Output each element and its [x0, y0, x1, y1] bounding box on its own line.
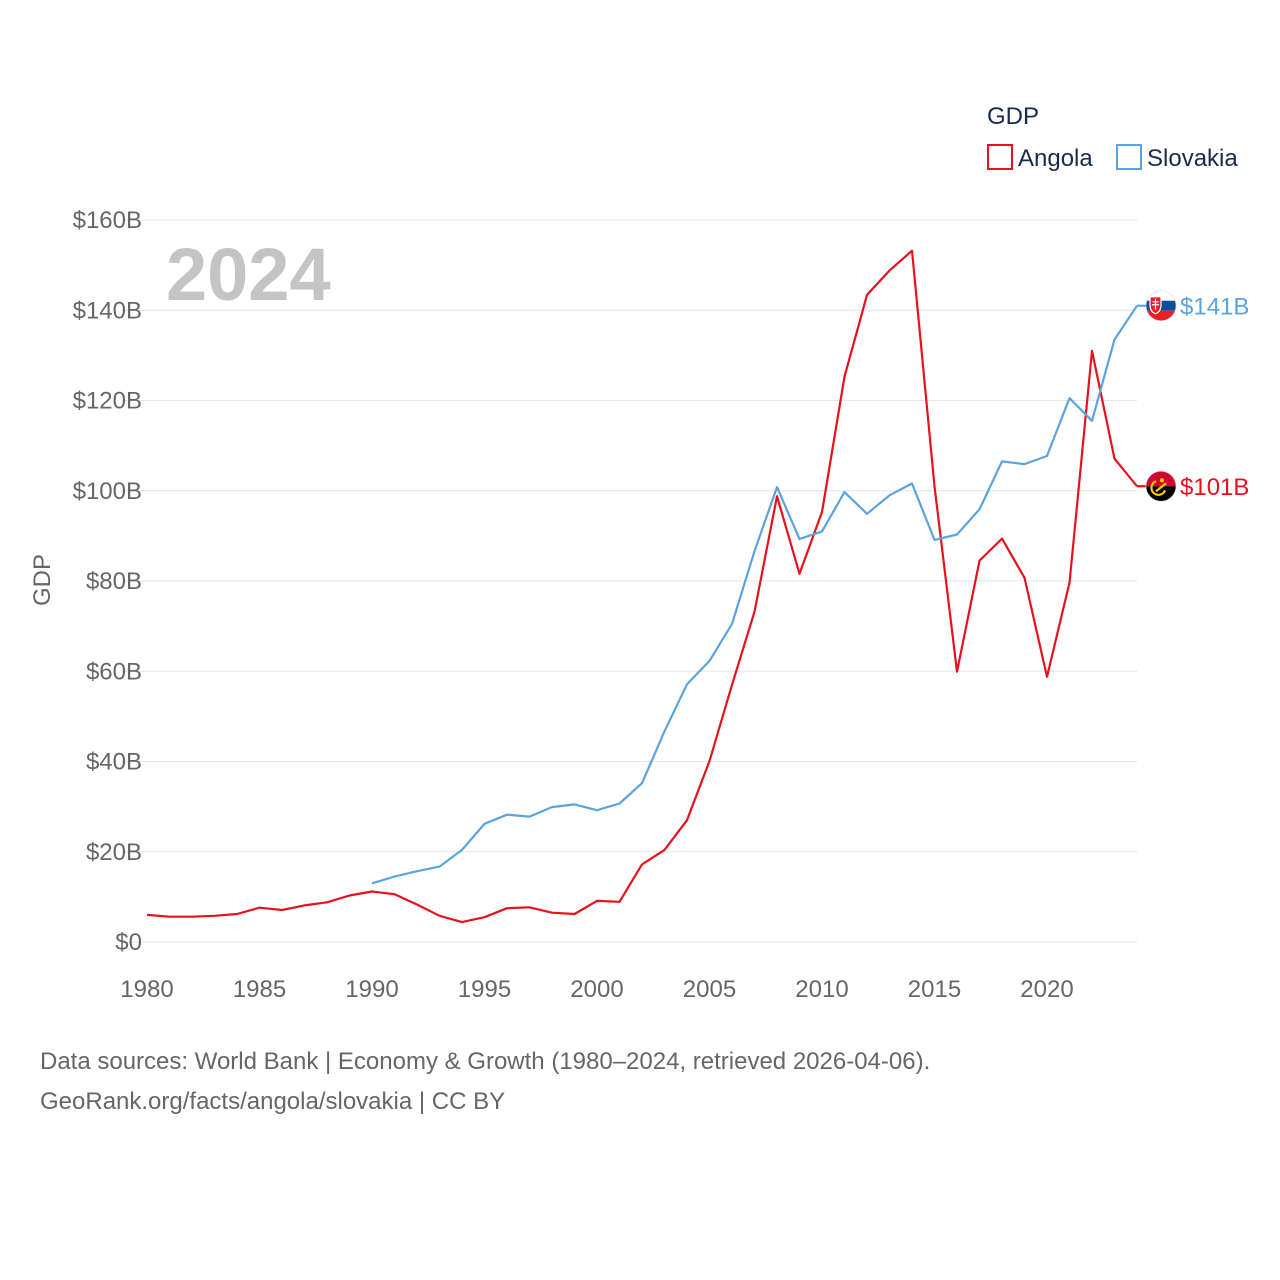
- x-tick-label: 1995: [458, 976, 511, 1003]
- y-tick-label: $140B: [73, 297, 142, 324]
- flag-slovakia-icon: [1146, 290, 1176, 321]
- series-lines: [146, 249, 1138, 924]
- year-watermark: 2024: [166, 233, 331, 316]
- x-tick-label: 1980: [120, 976, 173, 1003]
- y-tick-label: $80B: [86, 568, 142, 595]
- y-tick-label: $120B: [73, 388, 142, 415]
- x-tick-label: 2005: [683, 976, 736, 1003]
- y-tick-label: $20B: [86, 839, 142, 866]
- gdp-line-chart: $0 $20B $40B $60B $80B $100B $120B $140B $160B 1…: [29, 103, 1249, 1003]
- end-value-label-angola: $101B: [1180, 474, 1249, 501]
- legend-swatch-slovakia: [1116, 144, 1142, 170]
- footer: Data sources: World Bank | Economy & Gro…: [40, 1042, 930, 1122]
- x-tick-label: 2000: [570, 976, 623, 1003]
- y-tick-label: $100B: [73, 478, 142, 505]
- legend-item-slovakia[interactable]: Slovakia: [1116, 144, 1238, 172]
- x-axis-ticks: 1980 1985 1990 1995 2000 2005 2010 2015 2020: [120, 976, 1073, 1003]
- y-tick-label: $40B: [86, 749, 142, 776]
- legend-item-angola[interactable]: Angola: [987, 144, 1093, 172]
- x-tick-label: 2020: [1020, 976, 1073, 1003]
- series-line-slovakia[interactable]: [371, 305, 1138, 885]
- flag-angola-icon: [1146, 471, 1176, 502]
- series-end-markers: $101B $141B: [1137, 290, 1249, 502]
- y-tick-label: $0: [115, 929, 142, 956]
- x-tick-label: 2015: [908, 976, 961, 1003]
- end-value-label-slovakia: $141B: [1180, 294, 1249, 321]
- legend-swatch-angola: [987, 144, 1013, 170]
- y-tick-label: $60B: [86, 658, 142, 685]
- series-line-angola[interactable]: [146, 249, 1138, 924]
- gridlines: [122, 219, 1137, 943]
- x-tick-label: 2010: [795, 976, 848, 1003]
- legend-label-angola: Angola: [1018, 145, 1093, 172]
- legend-label-slovakia: Slovakia: [1147, 145, 1238, 172]
- data-sources-text: Data sources: World Bank | Economy & Gro…: [40, 1048, 931, 1075]
- attribution-link[interactable]: GeoRank.org/facts/angola/slovakia | CC B…: [40, 1088, 506, 1115]
- y-axis-label: GDP: [29, 554, 56, 606]
- legend: GDP Angola Slovakia: [987, 103, 1238, 172]
- x-tick-label: 1985: [233, 976, 286, 1003]
- y-axis-ticks: $0 $20B $40B $60B $80B $100B $120B $140B $160B: [73, 207, 142, 956]
- x-tick-label: 1990: [345, 976, 398, 1003]
- y-tick-label: $160B: [73, 207, 142, 234]
- legend-title: GDP: [987, 103, 1039, 130]
